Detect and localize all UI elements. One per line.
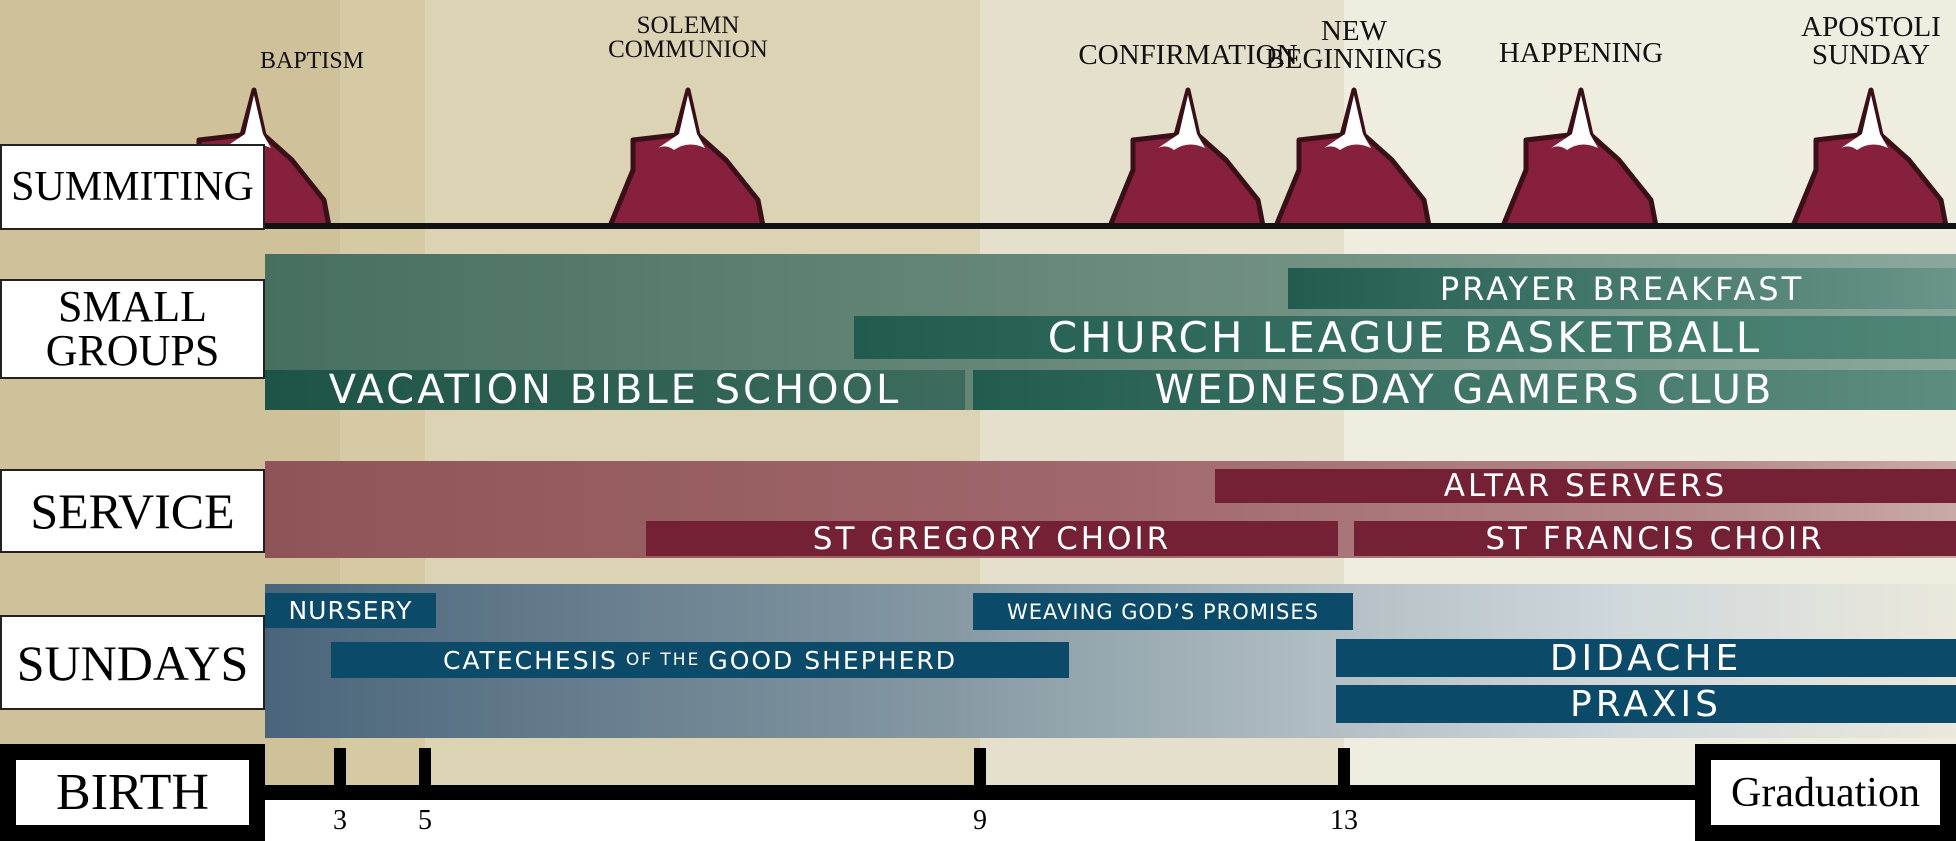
mountain-icon [1107,87,1266,229]
bar-wednesday-gamers-club: WEDNESDAY GAMERS CLUB [973,367,1956,413]
milestone-label: BAPTISM [259,48,365,74]
snow-cap [1158,95,1205,150]
milestone-label: NEW BEGINNINGS [1265,15,1443,75]
milestone-label-line: COMMUNION [608,35,768,63]
milestone-label-line: BAPTISM [259,48,365,74]
mountain-icon [1273,87,1432,229]
bar-weaving-gods-promises: WEAVING GOD’S PROMISES [973,593,1353,630]
timeline-axis [265,785,1695,800]
milestone-label: APOSTOLI SUNDAY [1801,11,1941,71]
snow-cap [224,95,271,150]
row-label-summiting: SUMMITING [0,144,265,230]
summit-baseline [265,223,1956,229]
milestone-label-line: BEGINNINGS [1265,42,1443,75]
bar-st-francis-choir: ST FRANCIS CHOIR [1354,521,1956,557]
bar-vacation-bible-school: VACATION BIBLE SCHOOL [265,367,965,413]
tick-label: 13 [1330,805,1358,836]
timeline-start-birth: BIRTH [0,744,265,841]
bar-text: CATECHESIS [442,645,618,675]
milestone-label: HAPPENING [1498,37,1664,69]
tick-label: 9 [973,805,987,836]
bar-st-gregory-choir: ST GREGORY CHOIR [646,521,1338,557]
tick-mark [974,748,986,788]
milestone-label-line: SUNDAY [1811,38,1931,71]
snow-cap [1324,95,1371,150]
bar-didache: DIDACHE [1336,638,1956,679]
mountains-layer [173,87,1949,229]
milestone-label: SOLEMN COMMUNION [608,12,768,63]
tick-mark [1338,748,1350,788]
snow-cap [1841,95,1888,150]
milestone-label: CONFIRMATION [1078,39,1298,71]
milestone-label-line: NEW [1320,15,1388,47]
milestone-label-line: CONFIRMATION [1078,39,1298,71]
bar-praxis: PRAXIS [1336,684,1956,725]
bar-church-league-basketball: CHURCH LEAGUE BASKETBALL [854,313,1956,362]
label-line: GROUPS [45,326,220,375]
timeline-label-strip [265,800,1695,841]
tick-mark [334,748,346,788]
mountain-icon [607,87,766,229]
milestone-label-line: APOSTOLI [1801,11,1941,43]
tick-label: 5 [418,805,432,836]
timeline-end-graduation: Graduation [1695,744,1956,841]
bar-prayer-breakfast: PRAYER BREAKFAST [1288,268,1956,309]
row-label-small-groups: SMALL GROUPS [0,279,265,379]
bar-text: GOOD SHEPHERD [708,645,958,675]
tick-label: 3 [333,805,347,836]
mountain-icon [1790,87,1949,229]
bar-nursery: NURSERY [265,593,436,628]
tick-mark [419,748,431,788]
row-label-sundays: SUNDAYS [0,615,265,710]
milestone-label-line: HAPPENING [1498,37,1664,69]
bar-catechesis-good-shepherd: CATECHESIS OF THE GOOD SHEPHERD [331,642,1069,678]
bar-text-small: OF THE [625,650,701,670]
snow-cap [1551,95,1598,150]
bar-altar-servers: ALTAR SERVERS [1215,468,1956,504]
milestone-label-line: SOLEMN [636,12,740,39]
snow-cap [658,95,705,150]
mountain-icon [1500,87,1659,229]
label-line: SMALL [57,282,208,331]
row-label-service: SERVICE [0,469,265,553]
